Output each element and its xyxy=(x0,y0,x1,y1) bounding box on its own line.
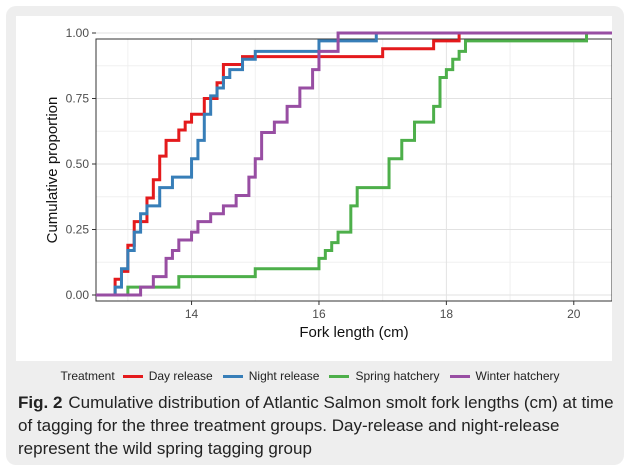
legend-item-night-release: Night release xyxy=(222,369,320,383)
legend-swatch-winter-hatchery xyxy=(449,374,470,378)
legend-label-day-release: Day release xyxy=(148,369,213,383)
legend-item-winter-hatchery: Winter hatchery xyxy=(449,369,560,383)
y-tick-label: 0.75 xyxy=(66,92,90,106)
series-line-spring-hatchery xyxy=(96,31,612,297)
y-tick-label: 0.00 xyxy=(66,288,90,302)
legend-swatch-night-release xyxy=(222,374,243,378)
legend-title: Treatment xyxy=(60,369,115,383)
legend-swatch-spring-hatchery xyxy=(329,374,350,378)
legend-label-spring-hatchery: Spring hatchery xyxy=(355,369,440,383)
legend-item-spring-hatchery: Spring hatchery xyxy=(329,369,440,383)
y-axis-label: Cumulative proportion xyxy=(44,97,61,244)
y-tick-label: 1.00 xyxy=(66,26,90,40)
y-tick-label: 0.50 xyxy=(66,157,90,171)
x-tick-label: 18 xyxy=(440,307,454,321)
figure-frame: 14 16 18 20 0.00 0.25 0.50 0.75 1.00 Fork length … xyxy=(6,6,624,465)
x-axis-label: Fork length (cm) xyxy=(299,324,408,341)
legend: Treatment Day release Night release Spri… xyxy=(6,369,624,383)
series-line-night-release xyxy=(96,31,612,297)
plot-border xyxy=(95,38,612,302)
figure-caption: Fig. 2 Cumulative distribution of Atlanti… xyxy=(18,391,618,460)
legend-item-day-release: Day release xyxy=(122,369,213,383)
caption-text: Cumulative distribution of Atlantic Salm… xyxy=(18,393,614,458)
x-tick-label: 16 xyxy=(312,307,326,321)
legend-label-night-release: Night release xyxy=(248,369,320,383)
series-line-winter-hatchery xyxy=(96,31,612,297)
plot-panel: 14 16 18 20 0.00 0.25 0.50 0.75 1.00 Fork length … xyxy=(16,16,612,361)
x-tick-label: 20 xyxy=(567,307,581,321)
x-tick-label: 14 xyxy=(185,307,199,321)
series-line-day-release xyxy=(96,31,612,297)
y-tick-label: 0.25 xyxy=(66,223,90,237)
cumulative-distribution-chart: 14 16 18 20 0.00 0.25 0.50 0.75 1.00 Fork length … xyxy=(44,26,612,341)
legend-label-winter-hatchery: Winter hatchery xyxy=(475,369,560,383)
caption-label: Fig. 2 xyxy=(18,393,63,412)
legend-swatch-day-release xyxy=(122,374,143,378)
